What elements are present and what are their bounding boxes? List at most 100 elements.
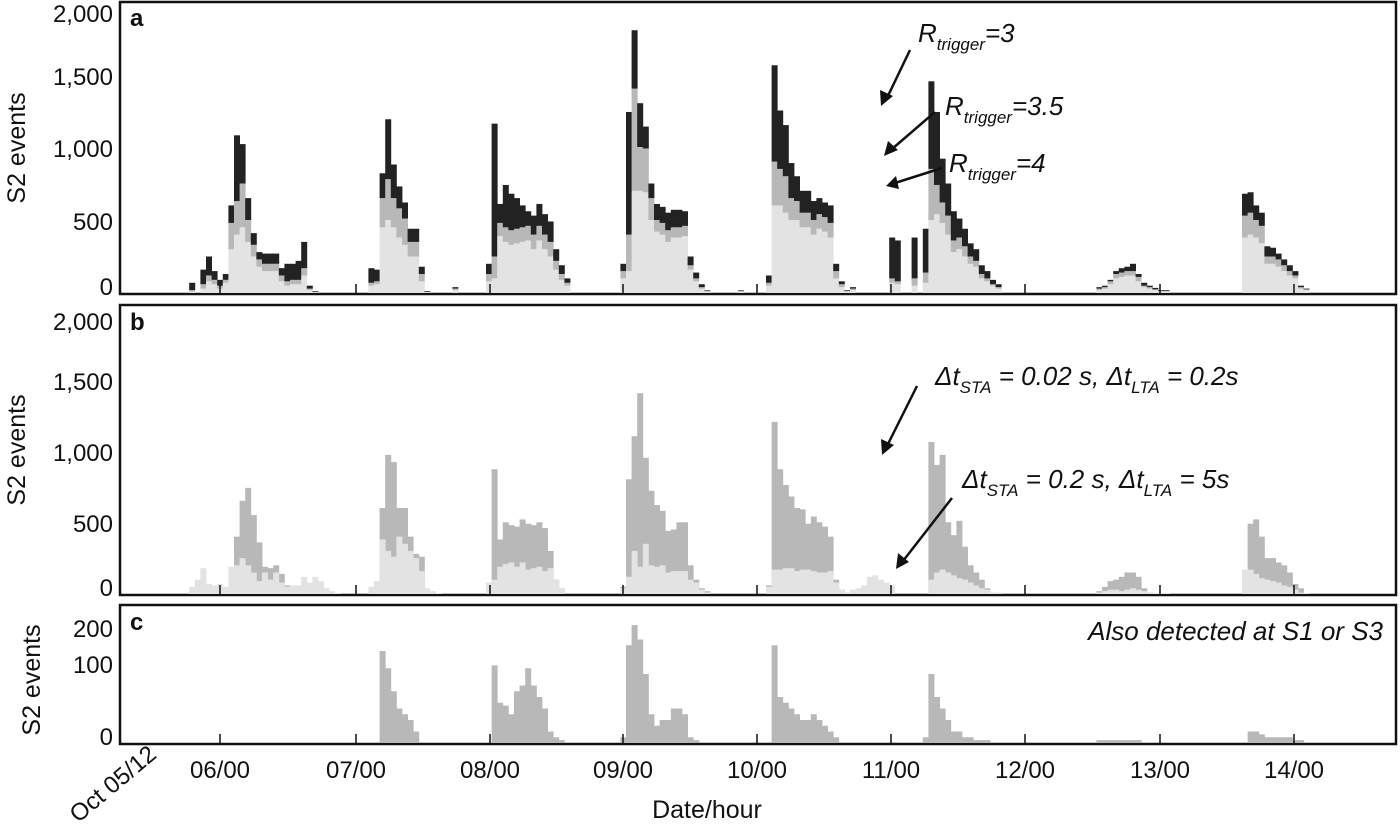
bar bbox=[413, 256, 420, 293]
bar bbox=[206, 256, 212, 276]
bar bbox=[1292, 271, 1299, 276]
bar bbox=[698, 288, 705, 293]
bar bbox=[956, 237, 963, 250]
bar bbox=[206, 281, 212, 293]
bar bbox=[1096, 288, 1103, 291]
bar bbox=[911, 285, 918, 293]
bar bbox=[665, 241, 672, 293]
bar bbox=[1281, 271, 1288, 293]
bar bbox=[693, 272, 700, 279]
bar bbox=[687, 269, 694, 293]
bar bbox=[407, 720, 414, 743]
bar bbox=[984, 589, 991, 594]
bar bbox=[654, 231, 660, 293]
x-tick-label: 12/00 bbox=[995, 757, 1055, 784]
bar bbox=[1253, 220, 1260, 238]
bar bbox=[827, 222, 834, 238]
bar bbox=[234, 135, 240, 202]
bar bbox=[497, 222, 504, 237]
bar bbox=[771, 645, 778, 743]
bar bbox=[486, 263, 492, 275]
bar bbox=[659, 720, 666, 743]
bar bbox=[777, 697, 784, 743]
bar bbox=[693, 278, 700, 282]
bar bbox=[637, 566, 644, 594]
bar bbox=[1275, 266, 1282, 293]
bar bbox=[564, 282, 571, 286]
bar bbox=[525, 240, 532, 293]
bar bbox=[838, 589, 845, 594]
bar bbox=[547, 568, 554, 594]
bar bbox=[1270, 247, 1276, 257]
bar bbox=[799, 569, 806, 594]
bar bbox=[642, 126, 649, 149]
bar bbox=[1113, 589, 1120, 594]
bar bbox=[250, 244, 257, 257]
y-tick-label: 500 bbox=[73, 209, 113, 236]
bar bbox=[290, 263, 296, 280]
bar bbox=[962, 246, 968, 257]
bar bbox=[1152, 289, 1159, 291]
bar bbox=[928, 674, 935, 743]
bar bbox=[950, 731, 957, 743]
bar bbox=[558, 279, 565, 293]
bar bbox=[1253, 731, 1260, 743]
bar bbox=[978, 274, 985, 279]
bar bbox=[424, 292, 431, 293]
bar bbox=[967, 243, 974, 257]
bar bbox=[1281, 565, 1288, 594]
bar bbox=[256, 266, 263, 293]
x-tick-label: 13/00 bbox=[1130, 757, 1190, 784]
bar bbox=[1113, 278, 1120, 293]
bar bbox=[1286, 275, 1293, 293]
bar bbox=[284, 281, 291, 286]
bar bbox=[950, 575, 957, 594]
bar bbox=[1158, 290, 1164, 292]
bar bbox=[374, 269, 380, 282]
bar bbox=[1141, 282, 1148, 286]
bar bbox=[228, 205, 235, 223]
panel-b-y-tick-labels: 0 500 1,000 1,500 2,000 bbox=[53, 309, 113, 602]
y-tick-label: 1,000 bbox=[53, 136, 113, 163]
bar bbox=[211, 284, 218, 293]
bar bbox=[508, 714, 515, 743]
bar bbox=[536, 522, 543, 594]
bar bbox=[273, 572, 280, 594]
bar bbox=[525, 523, 532, 594]
bar bbox=[648, 565, 655, 594]
bar bbox=[1107, 284, 1114, 293]
bar bbox=[626, 111, 632, 235]
bar bbox=[558, 274, 565, 280]
bar bbox=[418, 274, 425, 282]
bar bbox=[502, 227, 509, 242]
bar bbox=[794, 201, 800, 221]
bar bbox=[234, 234, 240, 293]
bar bbox=[878, 579, 884, 594]
bar bbox=[984, 278, 991, 282]
x-tick-label: 06/00 bbox=[190, 757, 250, 784]
bar bbox=[799, 509, 806, 594]
bar bbox=[816, 198, 823, 215]
bar bbox=[407, 228, 414, 242]
bar bbox=[1102, 740, 1108, 744]
bar bbox=[396, 237, 403, 293]
bar bbox=[665, 212, 672, 231]
bar bbox=[1124, 589, 1131, 594]
bar bbox=[312, 292, 319, 293]
bar bbox=[284, 263, 291, 282]
bar bbox=[833, 737, 840, 743]
bar bbox=[211, 585, 218, 594]
bar bbox=[1298, 740, 1304, 744]
bar bbox=[1292, 278, 1299, 293]
bar bbox=[1096, 287, 1103, 289]
bar bbox=[1118, 268, 1125, 273]
panel-a-y-tick-labels: 0 500 1,000 1,500 2,000 bbox=[53, 1, 113, 301]
bar bbox=[1286, 271, 1293, 276]
bar bbox=[374, 281, 380, 285]
bar bbox=[967, 565, 974, 594]
bar bbox=[239, 144, 246, 184]
bar bbox=[978, 740, 985, 744]
bar bbox=[497, 203, 504, 223]
bar bbox=[704, 592, 711, 594]
bar bbox=[1118, 276, 1125, 293]
